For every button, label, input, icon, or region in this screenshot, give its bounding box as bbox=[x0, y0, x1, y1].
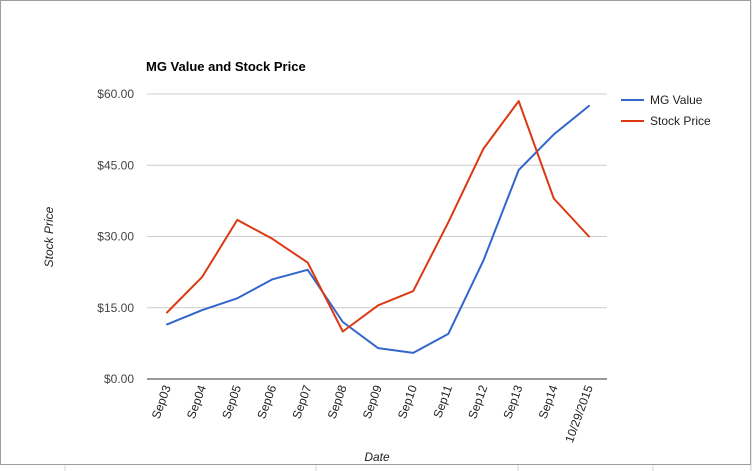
y-tick-label: $60.00 bbox=[97, 87, 134, 101]
series-lines bbox=[166, 100, 590, 354]
x-tick-label: Sep05 bbox=[219, 383, 244, 421]
legend-label: MG Value bbox=[650, 93, 703, 107]
x-tick-label: Sep12 bbox=[465, 383, 490, 421]
gridlines bbox=[147, 93, 607, 380]
x-tick-label: 10/29/2015 bbox=[562, 383, 596, 445]
y-tick-label: $15.00 bbox=[97, 301, 134, 315]
chart-title: MG Value and Stock Price bbox=[146, 59, 306, 74]
y-tick-labels: $0.00 $15.00 $30.00 $45.00 $60.00 bbox=[97, 87, 134, 386]
x-tick-label: Sep08 bbox=[325, 383, 350, 421]
y-tick-label: $0.00 bbox=[104, 372, 134, 386]
series-line-stock-price[interactable] bbox=[166, 100, 590, 333]
y-tick-label: $45.00 bbox=[97, 158, 134, 172]
x-tick-label: Sep14 bbox=[536, 383, 561, 421]
legend: MG Value Stock Price bbox=[621, 93, 711, 128]
x-tick-label: Sep11 bbox=[430, 383, 455, 420]
legend-label: Stock Price bbox=[650, 114, 711, 128]
x-tick-label: Sep06 bbox=[254, 383, 279, 421]
x-tick-label: Sep10 bbox=[395, 383, 420, 421]
x-tick-label: Sep07 bbox=[289, 383, 314, 421]
x-axis-label: Date bbox=[364, 450, 390, 464]
series-line-mg-value[interactable] bbox=[166, 104, 590, 354]
x-tick-label: Sep13 bbox=[500, 383, 525, 421]
line-chart: MG Value and Stock Price Stock Price Dat… bbox=[42, 59, 711, 464]
y-tick-label: $30.00 bbox=[97, 230, 134, 244]
x-tick-label: Sep09 bbox=[360, 383, 385, 421]
x-tick-labels: Sep03 Sep04 Sep05 Sep06 Sep07 Sep08 Sep09 Sep10… bbox=[149, 383, 596, 445]
x-tick-label: Sep03 bbox=[149, 383, 174, 421]
x-tick-label: Sep04 bbox=[184, 383, 209, 421]
y-axis-label: Stock Price bbox=[42, 206, 56, 267]
